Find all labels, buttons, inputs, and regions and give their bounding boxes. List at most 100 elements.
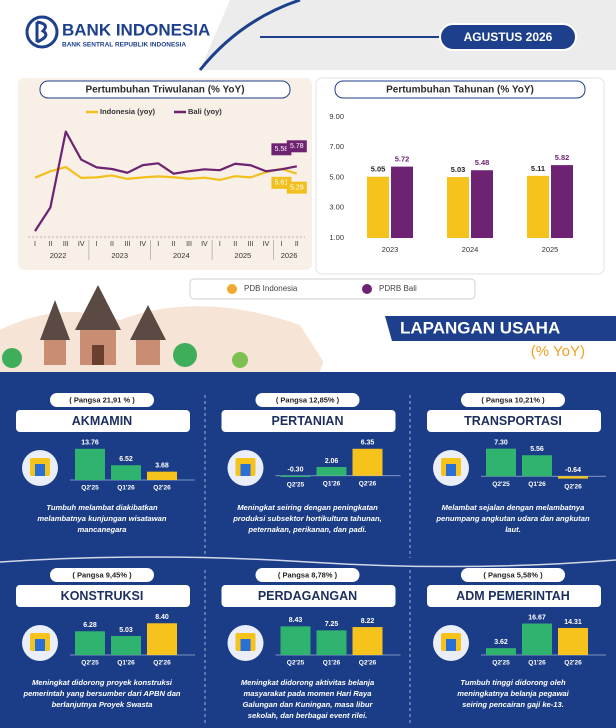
panel-title: TRANSPORTASI [464, 414, 562, 428]
x-tick-label: Q2'25 [287, 660, 305, 667]
value-label-box [286, 140, 307, 153]
x-tick-label: I [280, 241, 282, 248]
line-card [18, 78, 312, 270]
x-tick-label: IV [78, 241, 85, 248]
value-label: 14.31 [564, 619, 582, 626]
value-label: 5.03 [451, 165, 466, 174]
logo-mark [35, 20, 48, 44]
y-tick-label: 1.00 [329, 233, 344, 242]
year-label: 2026 [281, 251, 298, 260]
year-label: 2022 [50, 251, 67, 260]
value-label: 5.11 [531, 164, 545, 173]
logo [25, 15, 59, 49]
x-tick-label: I [34, 241, 36, 248]
x-tick-label: Q1'26 [528, 660, 546, 667]
value-label: 5.29 [290, 184, 304, 191]
share-pill [461, 393, 565, 407]
year-label: 2024 [173, 251, 190, 260]
temple-roof [40, 300, 70, 340]
value-label: 5.48 [475, 158, 490, 167]
x-tick-label: III [186, 241, 192, 248]
caption: Galungan dan Kuningan, masa libur [243, 700, 374, 709]
icon [35, 639, 45, 651]
section-unit: (% YoY) [531, 343, 585, 360]
bar [471, 170, 493, 238]
bar [522, 623, 552, 655]
value-label: 5.03 [119, 627, 133, 634]
x-tick-label: IV [139, 241, 146, 248]
bar [111, 465, 141, 480]
bar [147, 623, 177, 655]
caption: Tumbuh tinggi didorong oleh [460, 678, 566, 687]
row-divider [0, 556, 616, 568]
temple-base [136, 340, 160, 365]
x-tick-label: Q1'26 [117, 485, 135, 492]
bar [391, 166, 413, 238]
title-bar [16, 410, 190, 432]
caption: meningkatnya belanja pegawai [457, 689, 569, 698]
value-label: 5.61 [275, 180, 289, 187]
share-label: ( Pangsa 21,91 % ) [69, 395, 135, 404]
x-tick-label: III [124, 241, 130, 248]
y-tick-label: 9.00 [329, 112, 344, 121]
tree [2, 348, 22, 368]
header-swoosh [200, 0, 616, 70]
share-label: ( Pangsa 12,85% ) [276, 395, 340, 404]
value-label: 5.58 [275, 146, 289, 153]
value-label: 5.05 [371, 165, 386, 174]
tree [232, 352, 248, 368]
bar [147, 471, 177, 480]
bar [352, 627, 383, 655]
value-label-box [286, 181, 307, 194]
caption: Meningkat didorong proyek konstruksi [32, 678, 173, 687]
x-tick-label: Q2'25 [287, 482, 305, 489]
x-tick-label: III [63, 241, 69, 248]
x-tick-label: I [96, 241, 98, 248]
x-tick-label: Q2'26 [564, 483, 582, 490]
bar [558, 627, 588, 655]
x-tick-label: II [110, 241, 114, 248]
icon [446, 639, 456, 651]
share-pill [50, 393, 154, 407]
x-tick-label: II [172, 241, 176, 248]
temple-roof [75, 285, 121, 330]
x-tick-label: II [233, 241, 237, 248]
x-tick-label: Q1'26 [323, 480, 341, 487]
x-tick-label: Q2'25 [492, 660, 510, 667]
caption: Tumbuh melambat diakibatkan [46, 503, 158, 512]
bar [75, 631, 105, 655]
caption: peternakan, perikanan, dan padi. [247, 525, 366, 534]
legend-label: PDB Indonesia [244, 284, 298, 293]
y-tick-label: 7.00 [329, 142, 344, 151]
icon [446, 464, 456, 476]
value-label: 6.35 [361, 440, 375, 447]
caption: seiring pencairan gaji ke-13. [462, 700, 564, 709]
icon [35, 464, 45, 476]
x-tick-label: 2023 [382, 245, 399, 254]
legend-box [189, 278, 476, 300]
share-pill [255, 393, 360, 407]
share-pill [255, 568, 360, 582]
value-label: 8.22 [361, 618, 375, 625]
bar [367, 176, 389, 238]
value-label: 6.28 [83, 622, 97, 629]
share-label: ( Pangsa 5,58% ) [483, 570, 543, 579]
panel-title: AKMAMIN [72, 414, 132, 428]
bar [486, 648, 516, 655]
bar [352, 448, 383, 476]
legend-swatch [362, 284, 372, 294]
x-tick-label: II [48, 241, 52, 248]
legend-label: PDRB Bali [379, 284, 417, 293]
share-pill [50, 568, 154, 582]
year-label: 2025 [235, 251, 252, 260]
icon [240, 639, 251, 651]
date: AGUSTUS 2026 [464, 30, 553, 44]
bar [551, 165, 573, 238]
legend-swatch [227, 284, 237, 294]
value-label: -0.30 [288, 467, 304, 474]
bar [527, 175, 549, 238]
value-label: 3.62 [494, 639, 508, 646]
x-tick-label: III [248, 241, 254, 248]
x-tick-label: I [157, 241, 159, 248]
value-label: 8.43 [289, 617, 303, 624]
